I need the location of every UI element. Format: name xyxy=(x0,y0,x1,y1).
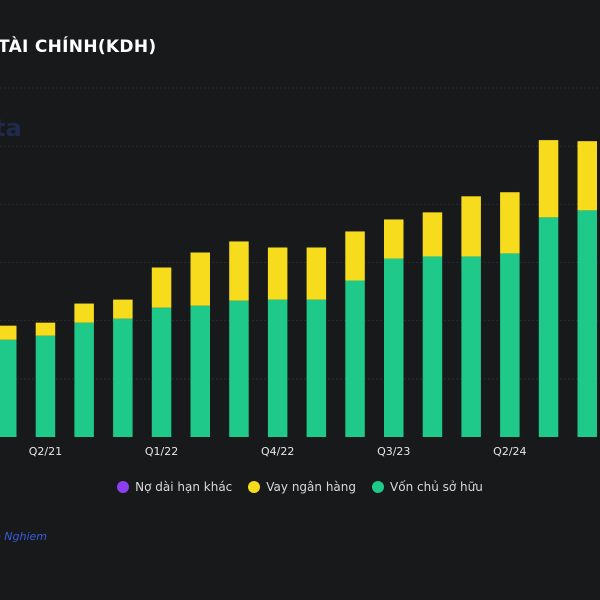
bar-Q3-21-vốn-chủ-sở-hữu[interactable] xyxy=(74,322,94,437)
bar-Q2-23-vay-ngân-hàng[interactable] xyxy=(345,231,365,281)
legend-item-von-chu-so-huu[interactable]: Vốn chủ sở hữu xyxy=(372,480,483,494)
bar-Q1-21-vốn-chủ-sở-hữu[interactable] xyxy=(0,339,17,437)
legend-label: Vay ngân hàng xyxy=(266,480,357,494)
bar-Q3-24-vốn-chủ-sở-hữu[interactable] xyxy=(538,217,559,437)
gridlines xyxy=(0,87,600,380)
bar-Q3-23-vốn-chủ-sở-hữu[interactable] xyxy=(384,258,404,437)
bar-Q1-22-vốn-chủ-sở-hữu[interactable] xyxy=(151,307,172,437)
bar-Q1-24-vay-ngân-hàng[interactable] xyxy=(461,196,481,257)
bars xyxy=(0,140,597,437)
source-credit: e Nghiem xyxy=(0,530,47,543)
bar-Q1-22-vay-ngân-hàng[interactable] xyxy=(151,267,172,308)
bar-Q4-21-vốn-chủ-sở-hữu[interactable] xyxy=(113,318,133,437)
bar-Q3-22-vốn-chủ-sở-hữu[interactable] xyxy=(229,300,249,437)
bar-Q2-24-vốn-chủ-sở-hữu[interactable] xyxy=(500,253,520,437)
bar-Q2-21-vay-ngân-hàng[interactable] xyxy=(35,322,56,336)
bar-Q1-23-vốn-chủ-sở-hữu[interactable] xyxy=(306,299,327,437)
bar-Q3-23-vay-ngân-hàng[interactable] xyxy=(384,219,404,259)
bar-Q2-22-vốn-chủ-sở-hữu[interactable] xyxy=(190,305,211,437)
legend-dot-green-icon xyxy=(372,481,385,493)
bar-chart: Q2/21 Q1/22 Q4/22 Q3/23 Q2/24 xyxy=(0,87,600,458)
legend-label: Nợ dài hạn khác xyxy=(135,480,233,494)
bar-Q4-23-vốn-chủ-sở-hữu[interactable] xyxy=(422,256,443,437)
chart-title: TÀI CHÍNH(KDH) xyxy=(0,37,157,57)
x-tick-label: Q2/24 xyxy=(493,445,526,458)
bar-Q4-22-vay-ngân-hàng[interactable] xyxy=(267,247,288,300)
legend-item-no-dai-han-khac[interactable]: Nợ dài hạn khác xyxy=(117,480,232,494)
bar-Q4-24-vay-ngân-hàng[interactable] xyxy=(577,141,598,211)
bar-Q4-23-vay-ngân-hàng[interactable] xyxy=(422,212,443,257)
bar-Q2-23-vốn-chủ-sở-hữu[interactable] xyxy=(345,280,365,437)
bar-Q2-21-vốn-chủ-sở-hữu[interactable] xyxy=(35,335,56,437)
legend-dot-yellow-icon xyxy=(248,481,261,493)
legend-item-vay-ngan-hang[interactable]: Vay ngân hàng xyxy=(248,480,356,494)
bar-Q1-24-vốn-chủ-sở-hữu[interactable] xyxy=(461,256,481,437)
bar-Q4-22-vốn-chủ-sở-hữu[interactable] xyxy=(267,299,288,437)
bar-Q3-22-vay-ngân-hàng[interactable] xyxy=(229,241,249,301)
bar-Q2-22-vay-ngân-hàng[interactable] xyxy=(190,252,211,306)
x-tick-label: Q1/22 xyxy=(145,445,178,458)
x-axis-labels: Q2/21 Q1/22 Q4/22 Q3/23 Q2/24 xyxy=(29,445,527,458)
bar-Q2-24-vay-ngân-hàng[interactable] xyxy=(500,192,520,254)
x-tick-label: Q4/22 xyxy=(261,445,294,458)
bar-Q1-23-vay-ngân-hàng[interactable] xyxy=(306,247,327,300)
bar-Q4-24-vốn-chủ-sở-hữu[interactable] xyxy=(577,210,598,437)
bar-Q4-21-vay-ngân-hàng[interactable] xyxy=(113,299,133,319)
legend-label: Vốn chủ sở hữu xyxy=(390,480,483,494)
bar-Q3-24-vay-ngân-hàng[interactable] xyxy=(538,140,559,218)
x-tick-label: Q2/21 xyxy=(29,445,62,458)
watermark: ta xyxy=(0,114,22,142)
bar-Q3-21-vay-ngân-hàng[interactable] xyxy=(74,303,94,323)
bar-Q1-21-vay-ngân-hàng[interactable] xyxy=(0,325,17,340)
legend: Nợ dài hạn khác Vay ngân hàng Vốn chủ sở… xyxy=(0,480,600,494)
x-tick-label: Q3/23 xyxy=(377,445,410,458)
legend-dot-purple-icon xyxy=(117,481,130,493)
